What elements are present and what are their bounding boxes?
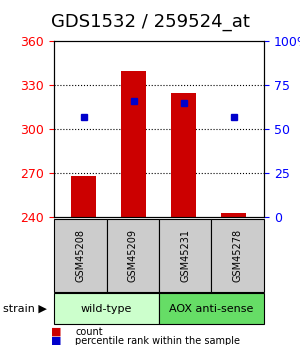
Text: count: count (75, 327, 103, 337)
Text: strain ▶: strain ▶ (3, 304, 47, 314)
Text: ■: ■ (51, 336, 62, 345)
Text: ■: ■ (51, 327, 62, 337)
Text: GSM45231: GSM45231 (180, 229, 190, 282)
Text: AOX anti-sense: AOX anti-sense (169, 304, 254, 314)
Text: GSM45209: GSM45209 (128, 229, 138, 282)
Bar (172, 93, 197, 217)
Bar (221, 213, 247, 217)
Bar (71, 176, 97, 217)
Text: percentile rank within the sample: percentile rank within the sample (75, 336, 240, 345)
Bar (122, 71, 146, 217)
Text: GSM45208: GSM45208 (75, 229, 85, 282)
Text: GDS1532 / 259524_at: GDS1532 / 259524_at (51, 13, 249, 31)
Text: GSM45278: GSM45278 (233, 229, 243, 282)
Text: wild-type: wild-type (81, 304, 132, 314)
